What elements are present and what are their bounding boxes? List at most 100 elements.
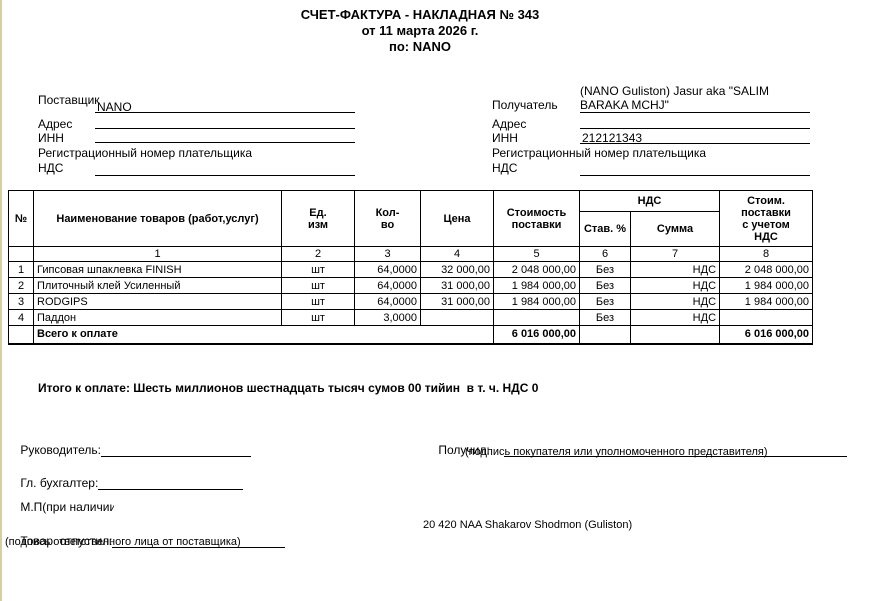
receiver-label: Получатель — [492, 98, 558, 112]
colnum-1: 1 — [33, 246, 282, 262]
table-row: 3 RODGIPS шт 64,0000 31 000,00 1 984 000… — [8, 293, 814, 310]
col-header-name: Наименование товаров (работ,услуг) — [33, 190, 282, 247]
row-name: Паддон — [33, 309, 282, 326]
row-total: 1 984 000,00 — [719, 277, 814, 294]
supplier-name: NANO — [97, 100, 132, 114]
released-signature-line: Товар отпустил: — [7, 520, 286, 562]
stamp-line: М.П(при наличии — [7, 486, 114, 528]
row-amount: 1 984 000,00 — [493, 277, 580, 294]
row-num: 4 — [8, 309, 34, 326]
row-vat-rate: Без — [579, 277, 631, 294]
accountant-signature-line: Гл. бухгалтер: — [7, 462, 244, 504]
supplier-address-label: Адрес — [38, 117, 73, 131]
row-name: RODGIPS — [33, 293, 282, 310]
receiver-address-label: Адрес — [492, 117, 527, 131]
items-table: № Наименование товаров (работ,услуг) Ед.… — [8, 190, 814, 345]
row-price: 31 000,00 — [420, 277, 494, 294]
supplier-vat-label: НДС — [38, 161, 64, 175]
released-signature-underline — [112, 535, 286, 548]
row-name: Гипсовая шпаклевка FINISH — [33, 261, 282, 278]
colnum-3: 3 — [354, 246, 421, 262]
released-label: Товар отпустил: — [20, 534, 113, 548]
accountant-signature-underline — [98, 477, 244, 490]
row-vat-sum: НДС — [629, 293, 721, 310]
row-total: 1 984 000,00 — [719, 293, 814, 310]
colnum-2: 2 — [281, 246, 355, 262]
row-unit: шт — [281, 309, 355, 326]
row-total — [719, 309, 814, 326]
footer-code: 20 420 NAA Shakarov Shodmon (Guliston) — [423, 519, 633, 531]
page-edge-strip — [0, 0, 2, 601]
supplier-address-underline — [95, 128, 355, 129]
row-vat-rate: Без — [579, 261, 631, 278]
row-amount: 2 048 000,00 — [493, 261, 580, 278]
col-header-amount: Стоимость поставки — [493, 190, 580, 247]
received-signature-underline — [503, 444, 847, 457]
supplier-name-underline — [95, 112, 355, 113]
stamp-label: М.П(при наличии — [20, 500, 114, 514]
amount-in-words: Итого к оплате: Шесть миллионов шестнадц… — [38, 381, 539, 395]
total-label: Всего к оплате — [33, 325, 494, 345]
supplier-label: Поставщик — [38, 93, 100, 107]
row-vat-sum: НДС — [629, 261, 721, 278]
colnum-6: 6 — [579, 246, 631, 262]
accountant-label: Гл. бухгалтер: — [20, 476, 99, 490]
col-header-price: Цена — [420, 190, 494, 247]
receiver-name-line2: BARAKA MCHJ" — [580, 98, 669, 112]
invoice-title: СЧЕТ-ФАКТУРА - НАКЛАДНАЯ № 343 — [300, 7, 540, 22]
table-row: 4 Паддон шт 3,0000 Без НДС — [8, 309, 814, 326]
director-signature-underline — [101, 444, 251, 457]
colnum-5: 5 — [493, 246, 580, 262]
receiver-address-underline — [580, 128, 810, 129]
row-price: 31 000,00 — [420, 293, 494, 310]
row-num: 1 — [8, 261, 34, 278]
col-header-total: Стоим. поставки с учетом НДС — [719, 190, 814, 247]
receiver-name-underline — [580, 112, 810, 113]
colnum-4: 4 — [420, 246, 494, 262]
row-qty: 3,0000 — [354, 309, 421, 326]
col-header-vat-rate: Став. % — [579, 211, 631, 247]
receiver-inn-underline — [580, 143, 810, 144]
supplier-inn-label: ИНН — [38, 131, 64, 145]
row-unit: шт — [281, 277, 355, 294]
receiver-inn-label: ИНН — [492, 131, 518, 145]
received-label: Получил: — [438, 443, 490, 457]
row-price — [420, 309, 494, 326]
table-row: 2 Плиточный клей Усиленный шт 64,0000 31… — [8, 277, 814, 294]
invoice-ref: по: NANO — [388, 39, 451, 54]
col-header-num: № — [8, 190, 34, 247]
received-note: (подпись покупателя или уполномоченного … — [465, 446, 768, 458]
row-vat-sum: НДС — [629, 277, 721, 294]
row-total: 2 048 000,00 — [719, 261, 814, 278]
column-numbers-row: 1 2 3 4 5 6 7 8 — [8, 246, 814, 262]
receiver-inn-value: 212121343 — [582, 131, 643, 145]
row-qty: 64,0000 — [354, 277, 421, 294]
receiver-reg-label: Регистрационный номер плательщика — [492, 146, 707, 160]
total-with-vat: 6 016 000,00 — [719, 325, 814, 345]
row-name: Плиточный клей Усиленный — [33, 277, 282, 294]
title-block: СЧЕТ-ФАКТУРА - НАКЛАДНАЯ № 343 от 11 мар… — [0, 7, 840, 55]
row-qty: 64,0000 — [354, 293, 421, 310]
col-header-qty: Кол- во — [354, 190, 421, 247]
released-note: (подпись ответственного лица от поставщи… — [5, 536, 241, 548]
col-header-vat-group: НДС — [578, 190, 721, 212]
row-vat-sum: НДС — [629, 309, 721, 326]
receiver-vat-label: НДС — [492, 161, 518, 175]
supplier-vat-underline — [95, 175, 355, 176]
colnum-8: 8 — [719, 246, 814, 262]
supplier-reg-label: Регистрационный номер плательщика — [38, 146, 253, 160]
row-num: 2 — [8, 277, 34, 294]
total-row: Всего к оплате 6 016 000,00 6 016 000,00 — [8, 325, 814, 345]
row-unit: шт — [281, 261, 355, 278]
row-vat-rate: Без — [579, 309, 631, 326]
row-qty: 64,0000 — [354, 261, 421, 278]
row-unit: шт — [281, 293, 355, 310]
col-header-vat-sum: Сумма — [629, 211, 721, 247]
colnum-7: 7 — [629, 246, 721, 262]
invoice-date: от 11 марта 2026 г. — [361, 23, 479, 38]
row-price: 32 000,00 — [420, 261, 494, 278]
total-amount: 6 016 000,00 — [493, 325, 580, 345]
received-signature-line: Получил: — [425, 429, 847, 471]
row-amount: 1 984 000,00 — [493, 293, 580, 310]
